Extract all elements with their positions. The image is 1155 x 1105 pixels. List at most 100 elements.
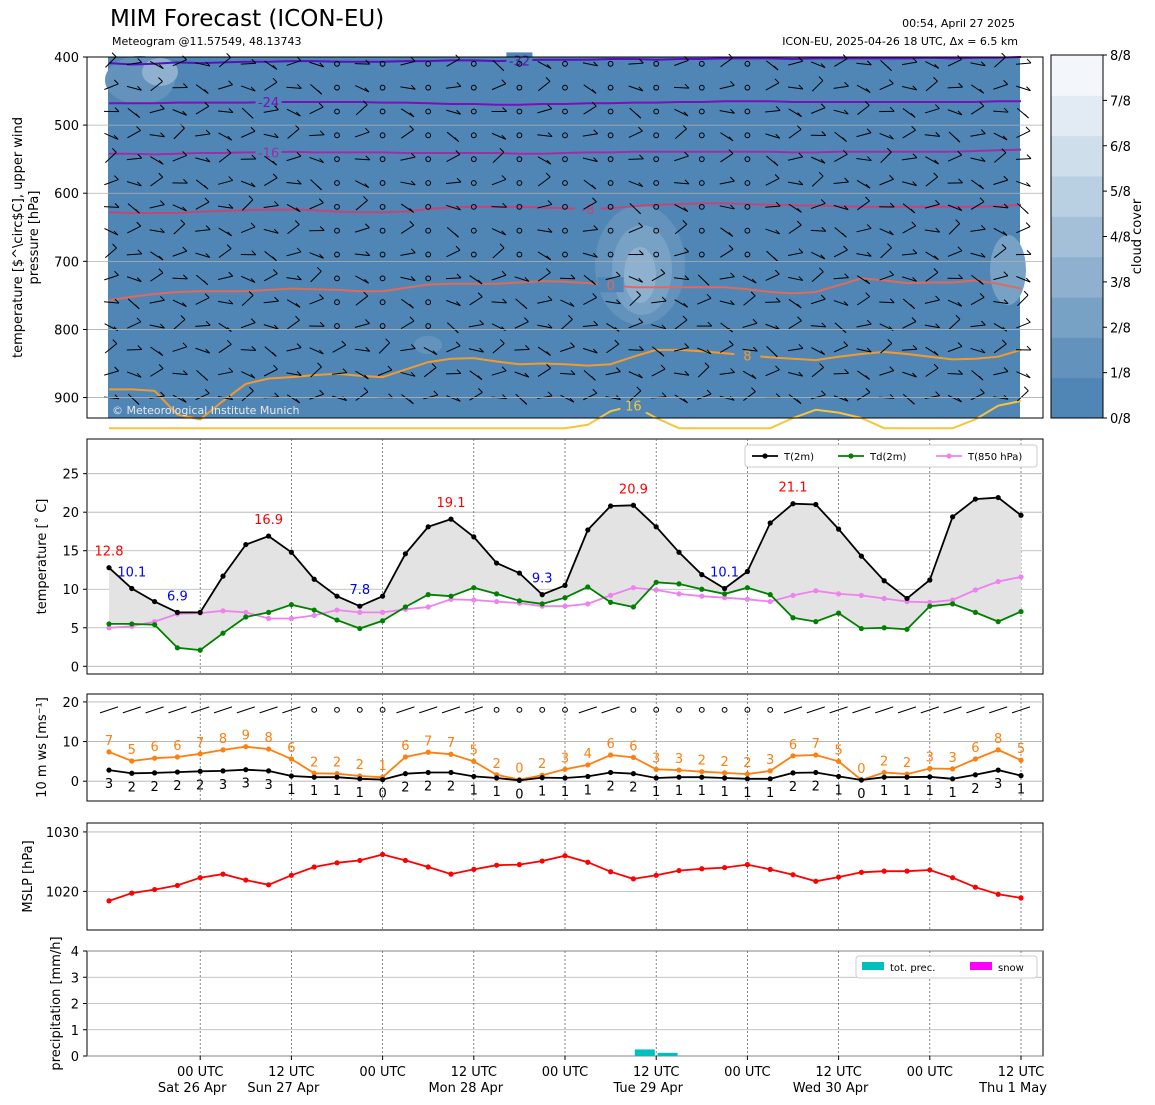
- wind-barb: [1015, 158, 1032, 160]
- wind-barb: [446, 109, 461, 115]
- wind-barb: [355, 104, 368, 116]
- wind-speed-label: 1: [834, 783, 842, 798]
- legend-marker: [946, 453, 952, 459]
- wind-barb-flag: [319, 389, 324, 395]
- wind-barb: [833, 277, 849, 280]
- wind-barb: [606, 322, 620, 332]
- wind-barb: [103, 206, 120, 208]
- wind-barb: [810, 298, 826, 305]
- wind-barb: [377, 369, 393, 377]
- wind-barb: [217, 205, 233, 209]
- gust-point: [927, 765, 933, 772]
- wind-speed-point: [653, 775, 659, 781]
- wind-barb: [99, 706, 119, 714]
- wind-speed-label: 2: [150, 780, 158, 795]
- wind-barb-flag: [911, 317, 917, 322]
- calm-wind-marker: [607, 180, 614, 186]
- wind-barb: [947, 86, 963, 89]
- wind-barb: [1016, 276, 1031, 283]
- wind-barb: [287, 319, 300, 330]
- wind-barb-flag: [296, 247, 302, 253]
- wind-barb-flag: [638, 222, 643, 228]
- extreme-label: 10.1: [710, 565, 739, 580]
- wind-barb: [400, 347, 416, 352]
- wind-barb-flag: [410, 84, 416, 90]
- wind-barb-flag: [183, 274, 188, 280]
- calm-wind-marker: [516, 156, 523, 163]
- wind-barb: [970, 201, 985, 210]
- wind-barb-flag: [728, 340, 734, 346]
- wind-barb-flag: [684, 275, 690, 280]
- wind-barb-flag: [226, 244, 232, 250]
- wind-speed-label: 2: [812, 779, 820, 794]
- wind-barb: [355, 295, 368, 306]
- wind-barb: [901, 61, 917, 66]
- wind-speed-label: 2: [128, 780, 136, 795]
- t850-point: [972, 587, 979, 593]
- td2m-point: [243, 614, 249, 620]
- y-tick-label: 600: [54, 187, 79, 202]
- wind-barb-flag: [478, 388, 483, 393]
- wind-barb: [787, 86, 803, 90]
- wind-barb-flag: [433, 390, 439, 396]
- t850-point: [585, 601, 591, 607]
- wind-barb: [195, 392, 210, 401]
- gust-label: 3: [926, 751, 934, 766]
- wind-barb-flag: [844, 81, 849, 87]
- calm-wind-marker: [425, 275, 432, 282]
- wind-barb-flag: [1023, 290, 1029, 296]
- calm-wind-marker: [744, 84, 751, 91]
- wind-barb: [811, 80, 824, 92]
- wind-barb-flag: [410, 248, 416, 254]
- wind-barb: [396, 706, 415, 714]
- wind-barb: [765, 273, 780, 281]
- t850-point: [334, 607, 340, 613]
- wind-barb-flag: [570, 274, 576, 280]
- gust-point: [881, 769, 887, 776]
- wind-barb-flag: [1025, 222, 1031, 227]
- wind-barb: [173, 127, 185, 140]
- wind-barb-flag: [843, 301, 849, 306]
- t850-point: [471, 597, 477, 603]
- wind-barb-flag: [134, 304, 140, 310]
- wind-barb: [993, 227, 1008, 236]
- wind-barb-flag: [978, 375, 984, 381]
- wind-barb: [263, 368, 278, 377]
- wind-barb: [925, 367, 939, 377]
- wind-barb-flag: [1001, 339, 1007, 345]
- wind-barb-flag: [477, 375, 483, 380]
- y-tick-label: 1020: [46, 885, 79, 900]
- wind-barb: [559, 372, 576, 375]
- t850-point: [813, 588, 819, 594]
- x-date-label: Mon 28 Apr: [428, 1081, 503, 1096]
- wind-barb: [195, 62, 211, 67]
- wind-barb-flag: [912, 153, 918, 159]
- td2m-point: [471, 585, 477, 591]
- wind-barb: [719, 300, 735, 306]
- wind-speed-point: [767, 776, 773, 782]
- wind-barb-flag: [524, 317, 529, 323]
- wind-barb-flag: [775, 133, 781, 139]
- wind-barb-flag: [616, 299, 621, 305]
- wind-barb-flag: [410, 371, 416, 377]
- wind-barb-flag: [319, 253, 324, 259]
- gust-point: [129, 758, 135, 764]
- wind-barb-flag: [683, 207, 689, 212]
- cloud-cover-field: [108, 57, 1020, 418]
- wind-barb: [400, 320, 415, 330]
- t2m-point: [174, 609, 180, 615]
- y-tick-label: 20: [62, 506, 79, 521]
- calm-wind-marker: [379, 299, 386, 306]
- wind-barb-flag: [182, 110, 188, 116]
- wind-barb-flag: [546, 64, 552, 69]
- wind-barb-flag: [935, 323, 941, 329]
- wind-barb-flag: [797, 207, 802, 213]
- wind-barb-flag: [1026, 345, 1032, 351]
- wind-speed-point: [744, 776, 751, 782]
- wind-barb-flag: [205, 61, 211, 67]
- wind-barb-flag: [204, 197, 210, 203]
- gust-label: 5: [834, 743, 842, 758]
- td2m-point: [813, 619, 819, 625]
- wind-barb-flag: [501, 134, 507, 140]
- wind-barb: [856, 180, 871, 189]
